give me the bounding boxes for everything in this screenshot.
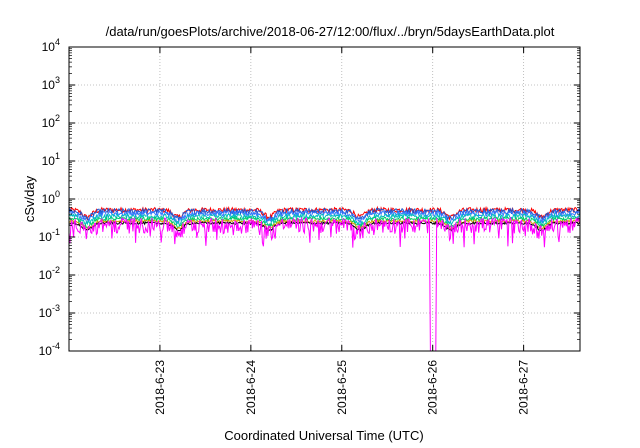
- axis-ticks: [69, 46, 580, 352]
- x-tick-label: 2018-6-23: [153, 360, 167, 415]
- y-tick-label: 102: [42, 113, 60, 130]
- series-line: [68, 205, 581, 221]
- series-line: [68, 216, 581, 352]
- y-tick-label: 10-3: [39, 303, 60, 320]
- y-tick-label: 10-2: [39, 265, 60, 282]
- data-series: [68, 205, 581, 352]
- y-tick-label: 101: [42, 151, 60, 168]
- y-tick-label: 104: [42, 37, 60, 54]
- y-tick-labels: 10-4 10-3 10-2 10-1 100 101 102 103 104: [39, 37, 60, 358]
- x-axis-label: Coordinated Universal Time (UTC): [224, 428, 423, 443]
- grid-lines: [69, 47, 580, 351]
- y-tick-label: 103: [42, 75, 60, 92]
- y-tick-label: 100: [42, 189, 60, 206]
- x-tick-labels: 2018-6-23 2018-6-24 2018-6-25 2018-6-26 2018…: [153, 360, 531, 415]
- y-axis-label: cSv/day: [22, 175, 37, 222]
- x-tick-label: 2018-6-25: [335, 360, 349, 415]
- x-tick-label: 2018-6-26: [426, 360, 440, 415]
- series-line: [68, 212, 581, 227]
- chart-title: /data/run/goesPlots/archive/2018-06-27/1…: [106, 24, 555, 39]
- y-tick-label: 10-4: [39, 341, 60, 358]
- x-tick-label: 2018-6-24: [244, 360, 258, 415]
- x-tick-label: 2018-6-27: [517, 360, 531, 415]
- y-tick-label: 10-1: [39, 227, 60, 244]
- series-line: [68, 209, 581, 225]
